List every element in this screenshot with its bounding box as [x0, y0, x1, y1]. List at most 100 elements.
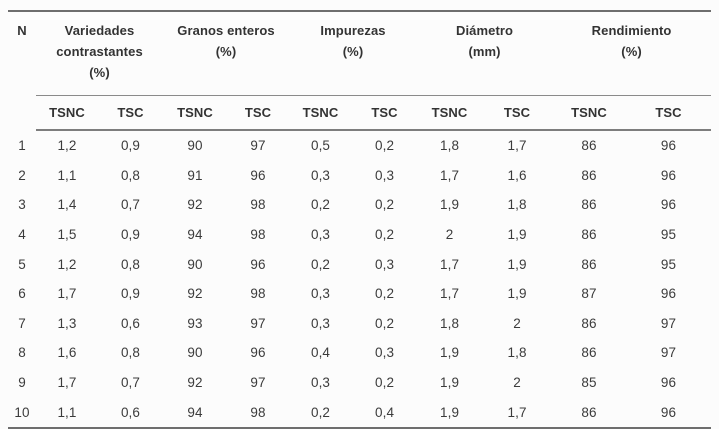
cell: 1,9 [507, 256, 527, 272]
group-label-unit: (mm) [468, 44, 501, 59]
table-row: 2 1,1 0,8 91 96 0,3 0,3 1,7 1,6 86 96 [8, 161, 711, 191]
cell: 1,7 [507, 138, 527, 154]
cell: 1,2 [57, 256, 77, 272]
cell: 0,2 [374, 375, 395, 391]
cell: 0,7 [120, 197, 141, 213]
cell: 92 [187, 197, 203, 213]
group-header-variedades-contrastantes: Variedades contrastantes (%) [36, 11, 163, 96]
cell: 2 [445, 227, 454, 243]
cell: 1,4 [57, 197, 77, 213]
cell: 97 [660, 345, 677, 361]
group-label-line: Variedades [64, 23, 135, 38]
row-number: 4 [18, 227, 26, 243]
cell: 1,7 [439, 286, 460, 302]
cell: 1,8 [439, 138, 460, 154]
cell: 0,3 [310, 315, 331, 331]
cell: 1,6 [507, 167, 527, 183]
cell: 86 [581, 315, 597, 331]
cell: 0,7 [120, 375, 141, 391]
cell: 0,2 [374, 227, 395, 243]
table-row: 10 1,1 0,6 94 98 0,2 0,4 1,9 1,7 86 96 [8, 397, 711, 428]
subheader-tsnc: TSNC [417, 95, 483, 131]
cell: 96 [660, 197, 677, 213]
cell: 0,2 [310, 256, 331, 272]
group-header-diametro: Diámetro (mm) [417, 11, 553, 96]
cell: 96 [660, 404, 677, 420]
cell: 1,9 [439, 375, 460, 391]
cell: 0,3 [374, 256, 395, 272]
cell: 0,2 [374, 315, 395, 331]
group-label-line: contrastantes [56, 44, 143, 59]
row-number: 10 [14, 404, 30, 420]
cell: 98 [250, 227, 266, 243]
table-row: 3 1,4 0,7 92 98 0,2 0,2 1,9 1,8 86 96 [8, 190, 711, 220]
cell: 1,8 [507, 345, 527, 361]
cell: 0,9 [120, 138, 141, 154]
table-row: 8 1,6 0,8 90 96 0,4 0,3 1,9 1,8 86 97 [8, 338, 711, 368]
group-header-granos-enteros: Granos enteros (%) [163, 11, 290, 96]
cell: 86 [581, 345, 597, 361]
group-label-unit: (%) [342, 44, 364, 59]
cell: 1,7 [57, 286, 77, 302]
subheader-row: TSNC TSC TSNC TSC TSNC TSC TSNC TSC TSNC… [8, 95, 712, 131]
cell: 0,3 [310, 375, 331, 391]
cell: 96 [660, 375, 677, 391]
cell: 2 [513, 315, 521, 331]
row-number: 5 [18, 256, 26, 272]
cell: 1,6 [57, 345, 77, 361]
cell: 97 [660, 315, 677, 331]
cell: 0,5 [310, 138, 331, 154]
cell: 1,7 [439, 256, 460, 272]
cell: 87 [581, 286, 597, 302]
cell: 96 [250, 256, 266, 272]
cell: 93 [187, 315, 203, 331]
cell: 1,5 [57, 227, 77, 243]
table-row: 4 1,5 0,9 94 98 0,3 0,2 2 1,9 86 95 [8, 220, 711, 250]
subheader-tsc: TSC [227, 95, 290, 131]
cell: 96 [660, 138, 677, 154]
cell: 97 [250, 315, 266, 331]
subheader-tsnc: TSNC [163, 95, 227, 131]
cell: 1,8 [507, 197, 527, 213]
cell: 2 [513, 375, 521, 391]
cell: 0,3 [310, 167, 331, 183]
cell: 96 [250, 345, 266, 361]
cell: 0,6 [120, 404, 141, 420]
cell: 1,3 [57, 315, 77, 331]
cell: 86 [581, 256, 597, 272]
cell: 0,3 [374, 345, 395, 361]
row-number: 1 [18, 137, 26, 153]
subheader-tsc: TSC [482, 95, 553, 131]
cell: 90 [187, 345, 203, 361]
cell: 86 [581, 197, 597, 213]
cell: 90 [187, 138, 203, 154]
cell: 1,8 [439, 315, 460, 331]
table-row: 9 1,7 0,7 92 97 0,3 0,2 1,9 2 85 96 [8, 368, 711, 398]
cell: 96 [250, 167, 266, 183]
cell: 0,2 [310, 197, 331, 213]
subheader-tsc: TSC [98, 95, 163, 131]
cell: 98 [250, 286, 266, 302]
table-row: 5 1,2 0,8 90 96 0,2 0,3 1,7 1,9 86 95 [8, 249, 711, 279]
cell: 1,1 [57, 167, 77, 183]
table-row: 1 1,2 0,9 90 97 0,5 0,2 1,8 1,7 86 96 [8, 130, 711, 161]
cell: 1,7 [507, 404, 527, 420]
cell: 95 [660, 256, 677, 272]
cell: 0,3 [310, 227, 331, 243]
cell: 92 [187, 375, 203, 391]
group-header-row: N Variedades contrastantes (%) Granos en… [8, 11, 712, 96]
cell: 86 [581, 227, 597, 243]
cell: 0,3 [374, 167, 395, 183]
cell: 1,7 [57, 375, 77, 391]
row-number: 2 [18, 167, 26, 183]
cell: 1,2 [57, 138, 77, 154]
cell: 0,9 [120, 227, 141, 243]
cell: 92 [187, 286, 203, 302]
subheader-tsnc: TSNC [552, 95, 627, 131]
cell: 95 [660, 227, 677, 243]
group-label-line: Granos enteros [177, 23, 275, 38]
cell: 94 [187, 227, 203, 243]
group-header-impurezas: Impurezas (%) [289, 11, 418, 96]
table-row: 7 1,3 0,6 93 97 0,3 0,2 1,8 2 86 97 [8, 309, 711, 339]
